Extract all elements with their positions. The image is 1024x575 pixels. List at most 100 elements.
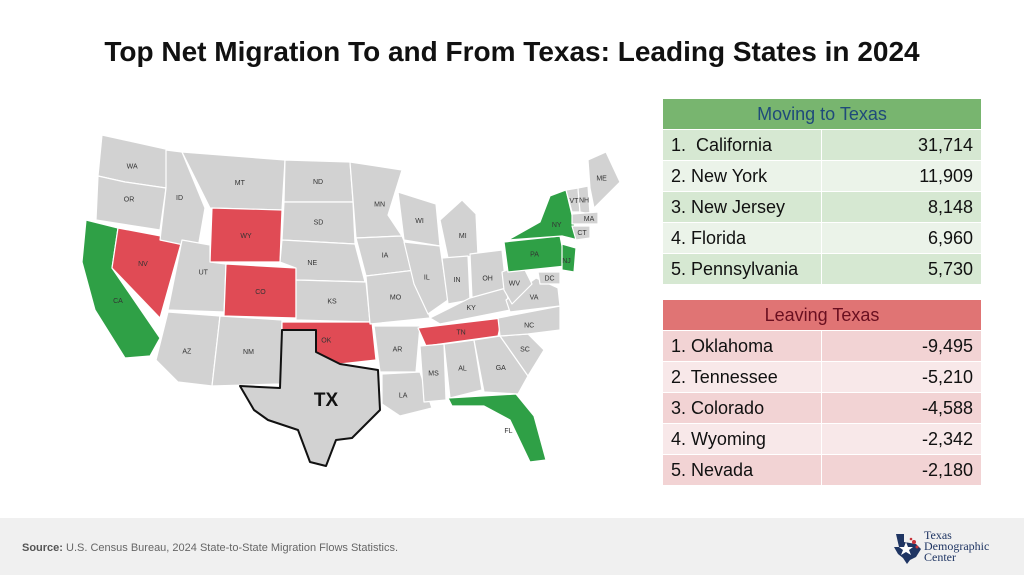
state-name-cell: 1. California	[663, 129, 822, 161]
state-label-nj: NJ	[562, 258, 571, 265]
state-mi	[439, 199, 479, 259]
state-label-ny: NY	[552, 222, 562, 229]
state-label-or: OR	[124, 197, 135, 204]
texas-demographic-center-logo: Texas Demographic Center	[890, 528, 1010, 566]
state-ms	[419, 343, 447, 403]
page-title: Top Net Migration To and From Texas: Lea…	[104, 36, 920, 67]
value-cell: 5,730	[821, 253, 981, 284]
state-label-dc: DC	[544, 276, 554, 283]
state-label-oh: OH	[482, 276, 493, 283]
table-row: 4. Wyoming -2,342	[663, 423, 981, 455]
moving-to-texas-table: Moving to Texas 1. California 31,714 2. …	[663, 99, 981, 284]
state-label-ut: UT	[199, 270, 209, 277]
state-name-cell: 3. Colorado	[663, 392, 822, 424]
state-label-sc: SC	[520, 347, 530, 354]
state-label-ks: KS	[327, 299, 337, 306]
state-label-mo: MO	[390, 295, 402, 302]
state-ma	[571, 211, 599, 225]
table-row: 5. Nevada -2,180	[663, 454, 981, 485]
table-row: 2. Tennessee -5,210	[663, 361, 981, 393]
state-label-mi: MI	[459, 233, 467, 240]
state-label-vt: VT	[570, 198, 580, 205]
state-name-cell: 4. Florida	[663, 222, 822, 254]
state-label-il: IL	[424, 275, 430, 282]
state-label-pa: PA	[530, 252, 539, 259]
source-note: Source: U.S. Census Bureau, 2024 State-t…	[22, 542, 399, 554]
state-il	[403, 241, 449, 315]
table-row: 5. Pennsylvania 5,730	[663, 253, 981, 284]
state-label-sd: SD	[314, 220, 324, 227]
state-label-la: LA	[399, 392, 408, 399]
footer: Source: U.S. Census Bureau, 2024 State-t…	[0, 518, 1024, 575]
state-dc	[537, 271, 561, 285]
texas-star-icon	[894, 534, 921, 564]
state-label-ca: CA	[113, 298, 123, 305]
leaving-texas-header: Leaving Texas	[663, 300, 981, 331]
state-label-ms: MS	[428, 371, 439, 378]
state-name-cell: 4. Wyoming	[663, 423, 822, 455]
state-label-fl: FL	[504, 428, 512, 435]
table-row: 1. California 31,714	[663, 129, 981, 161]
state-ct	[571, 225, 591, 241]
value-cell: -9,495	[821, 330, 981, 362]
state-label-co: CO	[255, 289, 266, 296]
state-label-me: ME	[596, 176, 607, 183]
table-row: 3. Colorado -4,588	[663, 392, 981, 424]
value-cell: -5,210	[821, 361, 981, 393]
state-label-wv: WV	[509, 280, 521, 287]
state-label-nh: NH	[579, 198, 589, 205]
state-label-ct: CT	[577, 230, 587, 237]
value-cell: 11,909	[821, 160, 981, 192]
state-label-nc: NC	[524, 322, 534, 329]
state-label-al: AL	[458, 366, 467, 373]
state-label-ar: AR	[393, 347, 403, 354]
state-label-mt: MT	[235, 180, 246, 187]
state-me	[587, 151, 621, 209]
state-nc	[497, 305, 561, 337]
state-label-ma: MA	[584, 216, 595, 223]
value-cell: 31,714	[821, 129, 981, 161]
state-name-cell: 1. Oklahoma	[663, 330, 822, 362]
logo-wordmark: Texas Demographic Center	[924, 528, 990, 564]
us-migration-map: WA OR CA NV ID MT WY UT CO AZ NM ND SD NE KS OK MN IA MO AR…	[74, 120, 634, 470]
state-label-ok: OK	[321, 338, 331, 345]
state-label-ne: NE	[307, 260, 317, 267]
table-row: 4. Florida 6,960	[663, 222, 981, 254]
state-label-ky: KY	[467, 305, 477, 312]
state-labels: WA OR CA NV ID MT WY UT CO AZ NM ND SD NE KS OK MN IA MO AR…	[113, 164, 607, 435]
state-ga	[473, 335, 529, 395]
value-cell: -2,180	[821, 454, 981, 485]
state-label-nv: NV	[138, 261, 148, 268]
state-label-wi: WI	[415, 218, 424, 225]
state-name-cell: 2. Tennessee	[663, 361, 822, 393]
value-cell: 6,960	[821, 222, 981, 254]
table-row: 2. New York 11,909	[663, 160, 981, 192]
state-label-mn: MN	[374, 202, 385, 209]
state-label-wa: WA	[127, 164, 138, 171]
state-az	[155, 311, 221, 387]
state-name-cell: 3. New Jersey	[663, 191, 822, 223]
value-cell: -2,342	[821, 423, 981, 455]
state-label-id: ID	[176, 195, 183, 202]
state-label-in: IN	[454, 277, 461, 284]
us-map-svg: WA OR CA NV ID MT WY UT CO AZ NM ND SD NE KS OK MN IA MO AR…	[81, 134, 621, 467]
table-row: 3. New Jersey 8,148	[663, 191, 981, 223]
state-mn	[349, 161, 403, 239]
texas-label: TX	[314, 390, 339, 411]
table-row: 1. Oklahoma -9,495	[663, 330, 981, 362]
state-name-cell: 2. New York	[663, 160, 822, 192]
moving-to-texas-header: Moving to Texas	[663, 99, 981, 130]
state-label-tn: TN	[456, 330, 465, 337]
leaving-texas-table: Leaving Texas 1. Oklahoma -9,495 2. Tenn…	[663, 300, 981, 485]
state-label-nm: NM	[243, 349, 254, 356]
state-nj	[561, 243, 577, 273]
state-label-nd: ND	[313, 179, 323, 186]
state-la	[381, 371, 433, 417]
value-cell: 8,148	[821, 191, 981, 223]
state-fl	[447, 393, 547, 463]
state-name-cell: 5. Pennsylvania	[663, 253, 822, 284]
value-cell: -4,588	[821, 392, 981, 424]
state-al	[443, 339, 483, 399]
state-label-ga: GA	[496, 365, 506, 372]
state-name-cell: 5. Nevada	[663, 454, 822, 485]
